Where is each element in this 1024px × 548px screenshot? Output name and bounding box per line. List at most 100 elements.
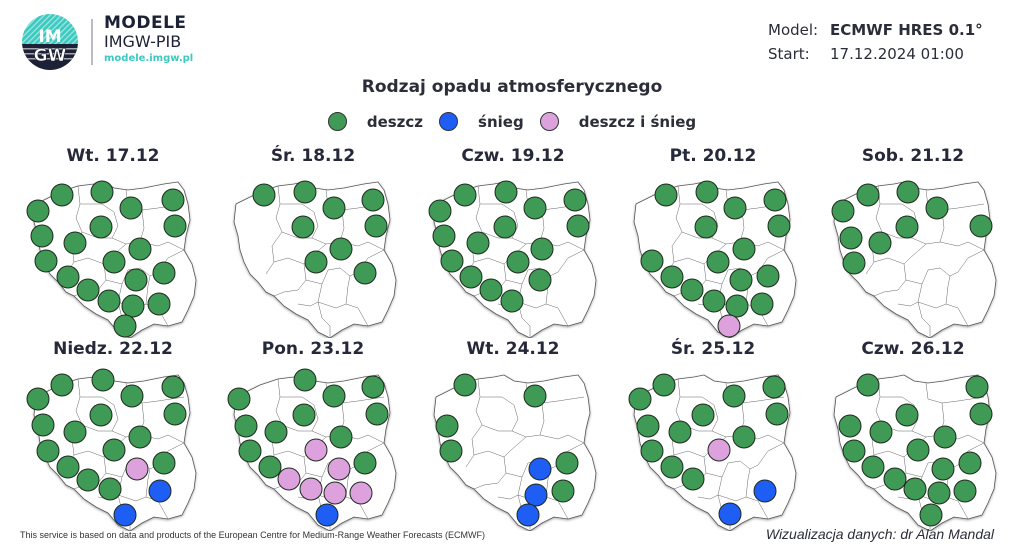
day-panel: Czw. 26.12 bbox=[818, 339, 1008, 531]
brand-subtitle: IMGW-PIB bbox=[104, 32, 182, 51]
rain-dot-icon bbox=[90, 180, 114, 204]
snow-dot-icon bbox=[524, 483, 548, 507]
snow-dot-icon bbox=[753, 479, 777, 503]
brand-url[interactable]: modele.imgw.pl bbox=[104, 53, 194, 64]
region-border bbox=[305, 249, 385, 285]
region-border bbox=[873, 434, 941, 458]
rain-dot-icon bbox=[732, 425, 756, 449]
rain-dot-icon bbox=[494, 180, 518, 204]
rain-dot-icon bbox=[128, 237, 152, 261]
region-border bbox=[925, 382, 985, 404]
rain-dot-icon bbox=[26, 199, 50, 223]
region-border bbox=[517, 301, 531, 338]
rain-dot-icon bbox=[258, 455, 282, 479]
region-border bbox=[680, 396, 727, 438]
day-label: Pon. 23.12 bbox=[261, 339, 365, 359]
rain-dot-icon bbox=[439, 439, 463, 463]
rain-dot-icon bbox=[304, 250, 328, 274]
rain-dot-icon bbox=[459, 265, 483, 289]
rain-dot-icon bbox=[896, 180, 920, 204]
rain-dot-icon bbox=[842, 251, 866, 275]
rain-dot-icon bbox=[234, 414, 258, 438]
rain-dot-icon bbox=[291, 215, 315, 239]
region-border bbox=[481, 424, 512, 432]
poland-map bbox=[428, 180, 597, 338]
rain-dot-icon bbox=[695, 180, 719, 204]
rain-dot-icon bbox=[895, 215, 919, 239]
rain-dot-icon bbox=[919, 503, 943, 527]
day-label: Czw. 26.12 bbox=[861, 339, 965, 359]
mixed-dot-icon bbox=[717, 314, 741, 338]
model-label: Model: bbox=[768, 21, 819, 39]
rain-dot-icon bbox=[756, 264, 780, 288]
rain-dot-icon bbox=[56, 455, 80, 479]
rain-dot-icon bbox=[691, 403, 715, 427]
brand: MODELE IMGW-PIB modele.imgw.pl bbox=[104, 14, 193, 67]
legend: deszcz śnieg deszcz i śnieg bbox=[0, 112, 1024, 131]
region-border bbox=[473, 434, 541, 458]
rain-dot-icon bbox=[660, 455, 684, 479]
poland-map bbox=[433, 373, 597, 531]
legend-item-rain: deszcz bbox=[327, 112, 424, 131]
legend-label: deszcz bbox=[366, 112, 424, 131]
region-border bbox=[539, 402, 585, 444]
rain-dot-icon bbox=[523, 196, 547, 220]
rain-dot-icon bbox=[906, 438, 930, 462]
mixed-dot-icon bbox=[304, 438, 328, 462]
rain-dot-icon bbox=[119, 196, 143, 220]
region-border bbox=[145, 275, 151, 305]
rain-dot-icon bbox=[435, 414, 459, 438]
rain-dot-icon bbox=[965, 375, 989, 399]
legend-label: śnieg bbox=[478, 112, 524, 131]
day-panel: Sob. 21.12 bbox=[818, 146, 1008, 338]
legend-item-snow: śnieg bbox=[439, 112, 524, 131]
region-border bbox=[705, 442, 785, 478]
rain-dot-icon bbox=[121, 294, 145, 318]
rain-dot-icon bbox=[883, 467, 907, 491]
day-label: Wt. 17.12 bbox=[66, 146, 160, 166]
day-panel: Śr. 25.12 bbox=[618, 339, 808, 531]
mixed-dot-icon bbox=[349, 481, 373, 505]
rain-dot-icon bbox=[152, 451, 176, 475]
region-border bbox=[480, 203, 527, 245]
rain-dot-icon bbox=[264, 420, 288, 444]
model-value: ECMWF HRES 0.1° bbox=[830, 21, 983, 39]
day-label: Śr. 18.12 bbox=[270, 146, 356, 166]
rain-dot-icon bbox=[933, 425, 957, 449]
rain-dot-icon bbox=[26, 387, 50, 411]
rain-dot-icon bbox=[856, 373, 880, 397]
rain-dot-icon bbox=[660, 265, 684, 289]
rain-dot-icon bbox=[432, 224, 456, 248]
snow-dot-icon bbox=[439, 112, 459, 131]
region-border bbox=[697, 476, 723, 500]
rain-dot-icon bbox=[76, 278, 100, 302]
snow-dot-icon bbox=[113, 503, 137, 527]
rain-dot-icon bbox=[861, 455, 885, 479]
brand-title: MODELE bbox=[104, 13, 187, 33]
rain-dot-icon bbox=[493, 215, 517, 239]
rain-dot-icon bbox=[702, 289, 726, 313]
page-title: Rodzaj opadu atmosferycznego bbox=[361, 77, 663, 97]
rain-dot-icon bbox=[466, 231, 490, 255]
rain-dot-icon bbox=[530, 237, 554, 261]
rain-dot-icon bbox=[652, 373, 676, 397]
rain-dot-icon bbox=[767, 214, 791, 238]
rain-dot-icon bbox=[102, 438, 126, 462]
rain-dot-icon bbox=[322, 384, 346, 408]
rain-dot-icon bbox=[364, 214, 388, 238]
rain-dot-icon bbox=[958, 451, 982, 475]
rain-dot-icon bbox=[868, 231, 892, 255]
rain-dot-icon bbox=[238, 439, 262, 463]
rain-dot-icon bbox=[722, 384, 746, 408]
legend-item-mixed: deszcz i śnieg bbox=[539, 112, 696, 131]
rain-dot-icon bbox=[453, 373, 477, 397]
rain-dot-icon bbox=[628, 387, 652, 411]
poland-map bbox=[628, 373, 797, 531]
day-label: Czw. 19.12 bbox=[461, 146, 565, 166]
rain-dot-icon bbox=[506, 250, 530, 274]
model-info: Model: ECMWF HRES 0.1° Start: 17.12.2024 0… bbox=[768, 18, 983, 66]
rain-dot-icon bbox=[640, 439, 664, 463]
rain-dot-icon bbox=[102, 250, 126, 274]
rain-dot-icon bbox=[227, 387, 251, 411]
attribution: This service is based on data and produc… bbox=[20, 530, 486, 540]
